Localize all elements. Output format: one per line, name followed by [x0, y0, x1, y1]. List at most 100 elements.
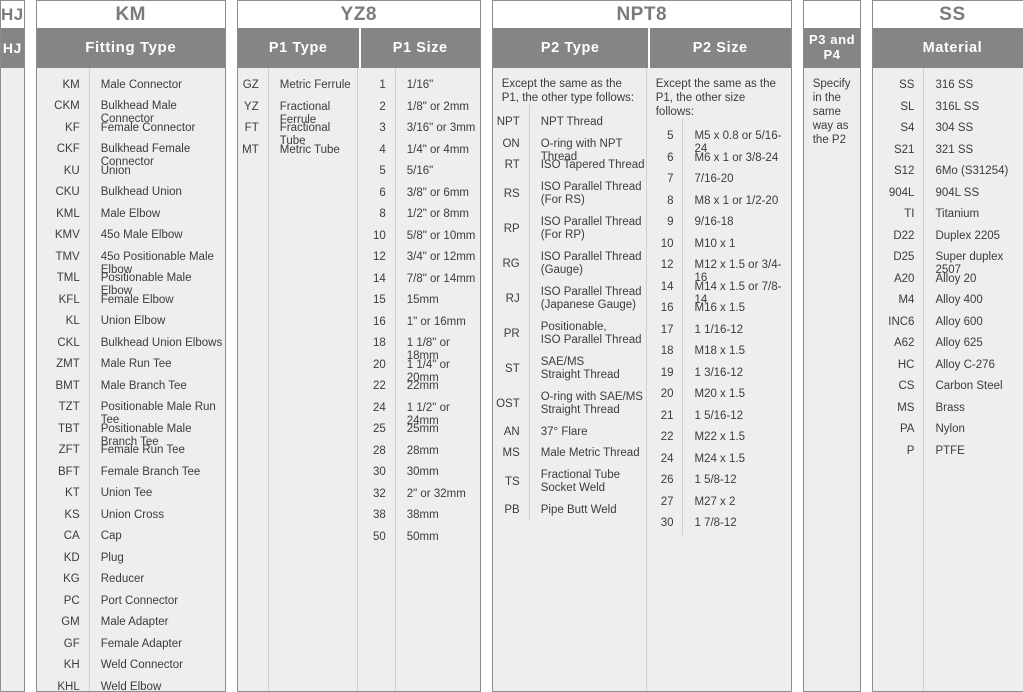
- table-row: Male Branch Tee: [100, 379, 187, 392]
- table-row: KT: [65, 487, 80, 500]
- header-p3-and-p4: P3 and P4: [808, 32, 856, 62]
- table-row: Union Elbow: [100, 315, 166, 328]
- table-row: Alloy 625: [935, 337, 983, 349]
- table-row: KML: [56, 207, 80, 220]
- panel-yz8-title: YZ8: [236, 0, 481, 28]
- table-row: CKF: [56, 143, 80, 156]
- table-row: Alloy 400: [935, 294, 983, 306]
- npt8-size-note: Except the same as the P1, the other siz…: [655, 78, 776, 118]
- table-row: SS: [899, 79, 915, 91]
- table-row: Positionable, ISO Parallel Thread: [540, 320, 642, 346]
- table-row: Union Tee: [100, 487, 153, 500]
- table-row: 1" or 16mm: [406, 315, 466, 328]
- table-row: CS: [898, 380, 915, 392]
- table-row: O-ring with SAE/MS Straight Thread: [540, 390, 643, 416]
- table-row: M10 x 1: [694, 237, 736, 250]
- table-row: 3/4" or 12mm: [406, 251, 476, 263]
- table-row: 50: [372, 530, 386, 543]
- table-row: KM: [62, 78, 80, 91]
- table-row: GZ: [242, 79, 259, 91]
- panel-ss: SS Material SS SL S4 S21 S12 904L TI D22 D25 A20 M…: [872, 0, 1023, 692]
- header-fitting-type: Fitting Type: [85, 39, 177, 57]
- table-row: 15mm: [406, 294, 439, 306]
- table-row: A62: [893, 337, 915, 349]
- panel-hj: HJ HJ: [0, 0, 25, 692]
- yz8-type-code-rows: GZ YZ FT MT: [238, 68, 268, 161]
- npt8-type-code-rows: NPT ON RT RS RP RG RJ PR ST OST AN MS TS PB: [493, 105, 529, 521]
- table-row: Brass: [935, 401, 965, 414]
- table-row: CKM: [54, 100, 80, 113]
- table-row: MS: [502, 447, 520, 459]
- header-p2-type: P2 Type: [540, 39, 600, 56]
- table-row: BMT: [55, 379, 80, 392]
- table-row: 16: [372, 315, 386, 328]
- table-row: CKL: [57, 336, 80, 349]
- npt8-size-desc-rows: M5 x 0.8 or 5/16-24 M6 x 1 or 3/8-24 7/16-…: [683, 119, 790, 535]
- table-row: Female Branch Tee: [100, 465, 201, 478]
- table-row: 321 SS: [935, 143, 974, 156]
- table-row: Male Connector: [100, 78, 182, 91]
- table-row: 16: [660, 302, 674, 314]
- table-row: PB: [504, 503, 520, 516]
- table-row: CKU: [55, 186, 80, 199]
- yz8-type-code-column: GZ YZ FT MT: [238, 68, 268, 691]
- table-row: TMV: [55, 250, 80, 263]
- table-row: 304 SS: [935, 122, 974, 134]
- header-p1-type: P1 Type: [268, 39, 328, 56]
- table-row: Positionable Male Run Tee: [100, 401, 216, 427]
- table-row: 26: [660, 474, 674, 486]
- table-row: Bulkhead Union: [100, 186, 182, 199]
- header-p2-size: P2 Size: [647, 28, 791, 68]
- table-row: 28mm: [406, 444, 439, 457]
- table-row: 45o Positionable Male Elbow: [100, 250, 214, 276]
- npt8-type-table: NPT ON RT RS RP RG RJ PR ST OST AN MS TS PB NPT Threa…: [493, 105, 646, 521]
- km-code-column: KM CKM KF CKF KU CKU KML KMV TMV TML KFL KL CKL ZMT BM…: [37, 68, 89, 691]
- table-row: 10: [372, 229, 386, 242]
- p3-p4-note-column: Specify in the same way as the P2: [804, 68, 861, 691]
- table-row: RT: [504, 159, 520, 171]
- table-row: 22mm: [406, 380, 439, 392]
- table-row: M18 x 1.5: [694, 345, 745, 357]
- table-row: 4: [379, 143, 386, 156]
- npt8-size-table: 5 6 7 8 9 10 12 14 16 17 18 19 20 21 22 24 26 27 30 M5 x 0…: [647, 119, 791, 535]
- table-row: TML: [56, 272, 80, 285]
- table-row: TZT: [58, 401, 80, 414]
- table-row: 30: [660, 517, 674, 529]
- table-row: 14: [372, 272, 386, 285]
- table-row: 8: [379, 208, 386, 220]
- table-row: KMV: [54, 229, 80, 242]
- table-row: Super duplex 2507: [935, 251, 1004, 276]
- yz8-size-desc-rows: 1/16" 1/8" or 2mm 3/16" or 3mm 1/4" or 4mm 5…: [396, 68, 480, 548]
- table-row: RS: [503, 187, 520, 200]
- table-row: 904L SS: [935, 186, 980, 199]
- table-row: 12: [660, 259, 674, 271]
- table-row: TS: [505, 475, 520, 488]
- table-row: Female Elbow: [100, 293, 174, 306]
- table-row: 3/8" or 6mm: [406, 186, 469, 199]
- table-row: S21: [893, 143, 915, 156]
- panel-km-body: KM CKM KF CKF KU CKU KML KMV TMV TML KFL KL CKL ZMT BM…: [35, 67, 226, 692]
- table-row: YZ: [244, 100, 259, 113]
- table-row: 1 5/16-12: [694, 409, 744, 422]
- table-row: 1 1/2" or 24mm: [406, 401, 450, 427]
- panel-npt8-title: NPT8: [491, 0, 792, 28]
- panel-npt8-header-row: P2 Type P2 Size: [491, 28, 792, 68]
- table-row: KHL: [57, 680, 80, 692]
- table-row: 45o Male Elbow: [100, 229, 183, 242]
- npt8-type-note: Except the same as the P1, the other typ…: [501, 78, 635, 104]
- panel-npt8: NPT8 P2 Type P2 Size Except the same as …: [491, 0, 792, 692]
- table-row: ISO Tapered Thread: [540, 159, 645, 171]
- yz8-size-code-column: 1 2 3 4 5 6 8 10 12 14 15 16 18 20 22 24 25 28 30 32 38 50: [356, 68, 395, 691]
- table-row: 1: [379, 79, 386, 91]
- p3-p4-note: Specify in the same way as the P2: [812, 78, 851, 146]
- table-row: Union Cross: [100, 508, 165, 521]
- table-row: 15: [372, 294, 386, 306]
- table-row: GM: [61, 616, 80, 629]
- table-row: 5/16": [406, 165, 434, 177]
- table-row: 28: [372, 444, 386, 457]
- table-row: 12: [372, 251, 386, 263]
- km-desc-column: Male Connector Bulkhead Male Connector Fem…: [88, 67, 225, 691]
- table-row: 24: [372, 401, 386, 414]
- npt8-type-desc-rows: NPT Thread O-ring with NPT Thread ISO Tape…: [530, 105, 646, 521]
